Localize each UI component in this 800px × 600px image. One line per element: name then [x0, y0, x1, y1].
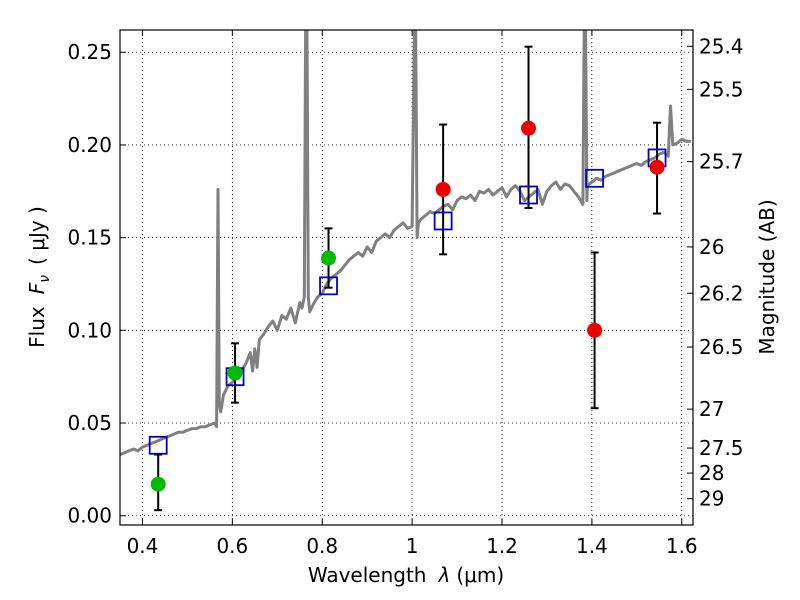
model-photometry-square — [148, 435, 168, 455]
green-data-point — [321, 250, 337, 266]
x-tick-label: 1.6 — [666, 534, 698, 558]
magnitude-tick-label: 25.5 — [699, 77, 744, 101]
grid-lines — [120, 30, 693, 525]
x-tick-label: 0.4 — [127, 534, 159, 558]
green-data-point — [150, 476, 166, 492]
x-tick-label: 1.2 — [486, 534, 518, 558]
y-tick-label: 0.15 — [67, 226, 112, 250]
y-tick-label: 0.00 — [67, 504, 112, 528]
magnitude-tick-label: 27 — [699, 397, 724, 421]
magnitude-tick-label: 29 — [699, 487, 724, 511]
plot-background — [120, 30, 693, 525]
plot-frame — [119, 29, 694, 526]
axis-ticks: 0.4 0.6 0.8 1 1.2 1.4 1.6 0.00 0.05 0.10 0.15 0.20 0… — [67, 30, 744, 558]
magnitude-tick-label: 25.4 — [699, 34, 744, 58]
red-data-point — [587, 322, 603, 338]
x-tick-label: 1 — [406, 534, 419, 558]
y-tick-label: 0.05 — [67, 411, 112, 435]
y-axis-label-left: FluxFν( μJy ) — [25, 206, 53, 348]
x-tick-label: 0.8 — [306, 534, 338, 558]
red-data-point — [649, 159, 665, 175]
magnitude-tick-label: 26.2 — [699, 281, 744, 305]
magnitude-tick-label: 27.5 — [699, 436, 744, 460]
y-axis-label-right: Magnitude (AB) — [755, 199, 779, 354]
model-photometry-square — [585, 168, 604, 188]
model-photometry-square — [519, 185, 538, 205]
model-photometry-square — [319, 276, 338, 296]
magnitude-tick-label: 26 — [699, 235, 724, 259]
x-tick-label: 1.4 — [576, 534, 608, 558]
magnitude-tick-label: 26.5 — [699, 335, 744, 359]
data-layer — [120, 30, 691, 456]
y-tick-label: 0.10 — [67, 318, 112, 342]
y-tick-label: 0.25 — [67, 40, 112, 64]
green-data-point — [227, 365, 243, 381]
model-photometry-square — [433, 211, 453, 231]
magnitude-tick-label: 25.7 — [699, 150, 744, 174]
x-axis-label: Wavelength λ (μm) — [308, 563, 504, 587]
y-tick-label: 0.20 — [67, 133, 112, 157]
magnitude-tick-label: 28 — [699, 461, 724, 485]
template-spectrum-line — [120, 30, 691, 456]
photometry-markers — [148, 120, 667, 492]
red-data-point — [435, 181, 451, 197]
red-data-point — [521, 120, 537, 136]
x-tick-label: 0.6 — [216, 534, 248, 558]
